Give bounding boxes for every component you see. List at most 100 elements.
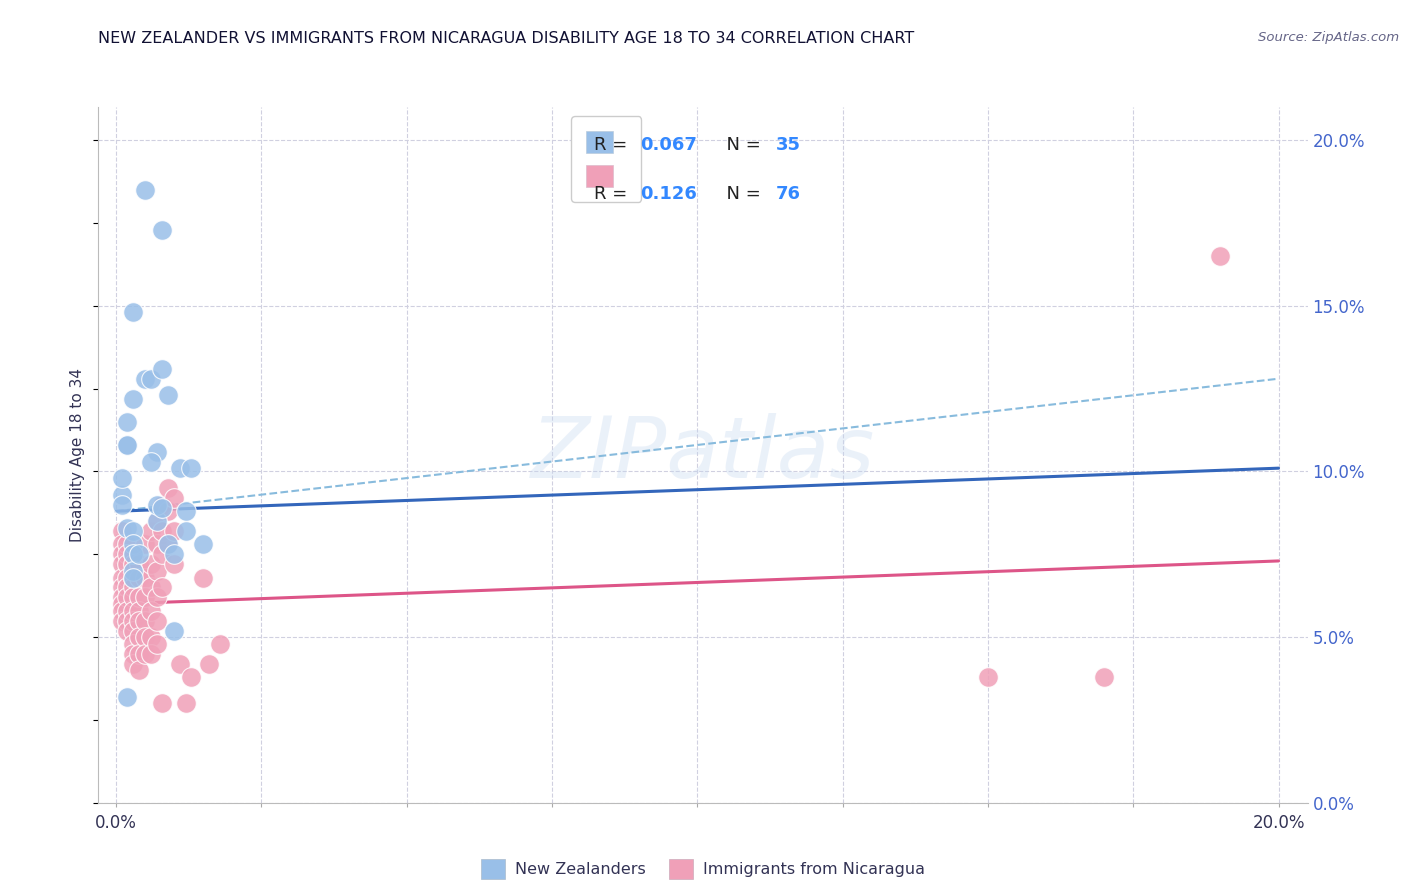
Point bbox=[111, 570, 134, 584]
Point bbox=[111, 488, 134, 502]
Point bbox=[128, 604, 150, 618]
Point bbox=[145, 498, 167, 512]
Point bbox=[117, 415, 139, 429]
Point bbox=[117, 438, 139, 452]
Point bbox=[117, 614, 139, 628]
Point bbox=[134, 537, 156, 551]
Point bbox=[117, 521, 139, 535]
Point bbox=[122, 537, 145, 551]
Point bbox=[139, 630, 162, 644]
Point bbox=[139, 454, 162, 468]
Point bbox=[134, 570, 156, 584]
Point bbox=[117, 558, 139, 572]
Point bbox=[122, 647, 145, 661]
Point bbox=[117, 537, 139, 551]
Point bbox=[111, 614, 134, 628]
Point bbox=[111, 604, 134, 618]
Point bbox=[117, 581, 139, 595]
Text: N =: N = bbox=[716, 136, 766, 154]
Point bbox=[150, 547, 173, 561]
Point bbox=[128, 663, 150, 677]
Point bbox=[145, 444, 167, 458]
Point bbox=[139, 558, 162, 572]
Text: 0.0%: 0.0% bbox=[96, 814, 136, 832]
Point bbox=[111, 581, 134, 595]
Point bbox=[111, 524, 134, 538]
Point bbox=[157, 537, 180, 551]
Point bbox=[111, 471, 134, 485]
Point bbox=[198, 657, 221, 671]
Point bbox=[122, 547, 145, 561]
Text: NEW ZEALANDER VS IMMIGRANTS FROM NICARAGUA DISABILITY AGE 18 TO 34 CORRELATION C: NEW ZEALANDER VS IMMIGRANTS FROM NICARAG… bbox=[98, 31, 915, 46]
Point bbox=[134, 647, 156, 661]
Point bbox=[163, 524, 186, 538]
Point bbox=[134, 630, 156, 644]
Text: 35: 35 bbox=[776, 136, 800, 154]
Point bbox=[122, 591, 145, 605]
Point bbox=[1209, 249, 1232, 263]
Point bbox=[117, 570, 139, 584]
Point bbox=[122, 657, 145, 671]
Point bbox=[157, 504, 180, 518]
Point bbox=[169, 657, 191, 671]
Point bbox=[122, 604, 145, 618]
Point bbox=[191, 537, 214, 551]
Point bbox=[117, 591, 139, 605]
Point bbox=[122, 305, 145, 319]
Point bbox=[134, 183, 156, 197]
Point bbox=[111, 591, 134, 605]
Point bbox=[139, 647, 162, 661]
Text: 0.126: 0.126 bbox=[640, 185, 697, 203]
Point bbox=[1092, 670, 1115, 684]
Point bbox=[117, 624, 139, 638]
Point bbox=[111, 558, 134, 572]
Point bbox=[174, 697, 197, 711]
Y-axis label: Disability Age 18 to 34: Disability Age 18 to 34 bbox=[70, 368, 86, 542]
Point bbox=[145, 564, 167, 578]
Point bbox=[128, 647, 150, 661]
Point bbox=[128, 630, 150, 644]
Point bbox=[163, 547, 186, 561]
Point bbox=[111, 498, 134, 512]
Point bbox=[145, 514, 167, 528]
Point bbox=[150, 500, 173, 515]
Text: ZIPatlas: ZIPatlas bbox=[531, 413, 875, 497]
Point bbox=[977, 670, 1000, 684]
Point bbox=[150, 361, 173, 376]
Point bbox=[150, 222, 173, 236]
Point bbox=[174, 504, 197, 518]
Point bbox=[111, 537, 134, 551]
Point bbox=[122, 558, 145, 572]
Text: R =: R = bbox=[595, 136, 633, 154]
Point bbox=[128, 547, 150, 561]
Point bbox=[145, 591, 167, 605]
Point bbox=[117, 438, 139, 452]
Point bbox=[157, 481, 180, 495]
Legend: New Zealanders, Immigrants from Nicaragua: New Zealanders, Immigrants from Nicaragu… bbox=[475, 853, 931, 885]
Point bbox=[128, 614, 150, 628]
Point bbox=[174, 524, 197, 538]
Point bbox=[139, 524, 162, 538]
Point bbox=[122, 524, 145, 538]
Point bbox=[180, 670, 202, 684]
Point bbox=[122, 392, 145, 406]
Text: 0.067: 0.067 bbox=[640, 136, 697, 154]
Point bbox=[122, 564, 145, 578]
Point bbox=[117, 690, 139, 704]
Point bbox=[128, 558, 150, 572]
Point bbox=[111, 597, 134, 611]
Point bbox=[150, 524, 173, 538]
Point bbox=[122, 570, 145, 584]
Point bbox=[163, 491, 186, 505]
Point bbox=[122, 624, 145, 638]
Text: 76: 76 bbox=[776, 185, 800, 203]
Point bbox=[191, 570, 214, 584]
Point bbox=[163, 624, 186, 638]
Point bbox=[145, 637, 167, 651]
Point bbox=[128, 591, 150, 605]
Text: 20.0%: 20.0% bbox=[1253, 814, 1305, 832]
Point bbox=[180, 461, 202, 475]
Point bbox=[122, 614, 145, 628]
Point bbox=[139, 604, 162, 618]
Point bbox=[139, 372, 162, 386]
